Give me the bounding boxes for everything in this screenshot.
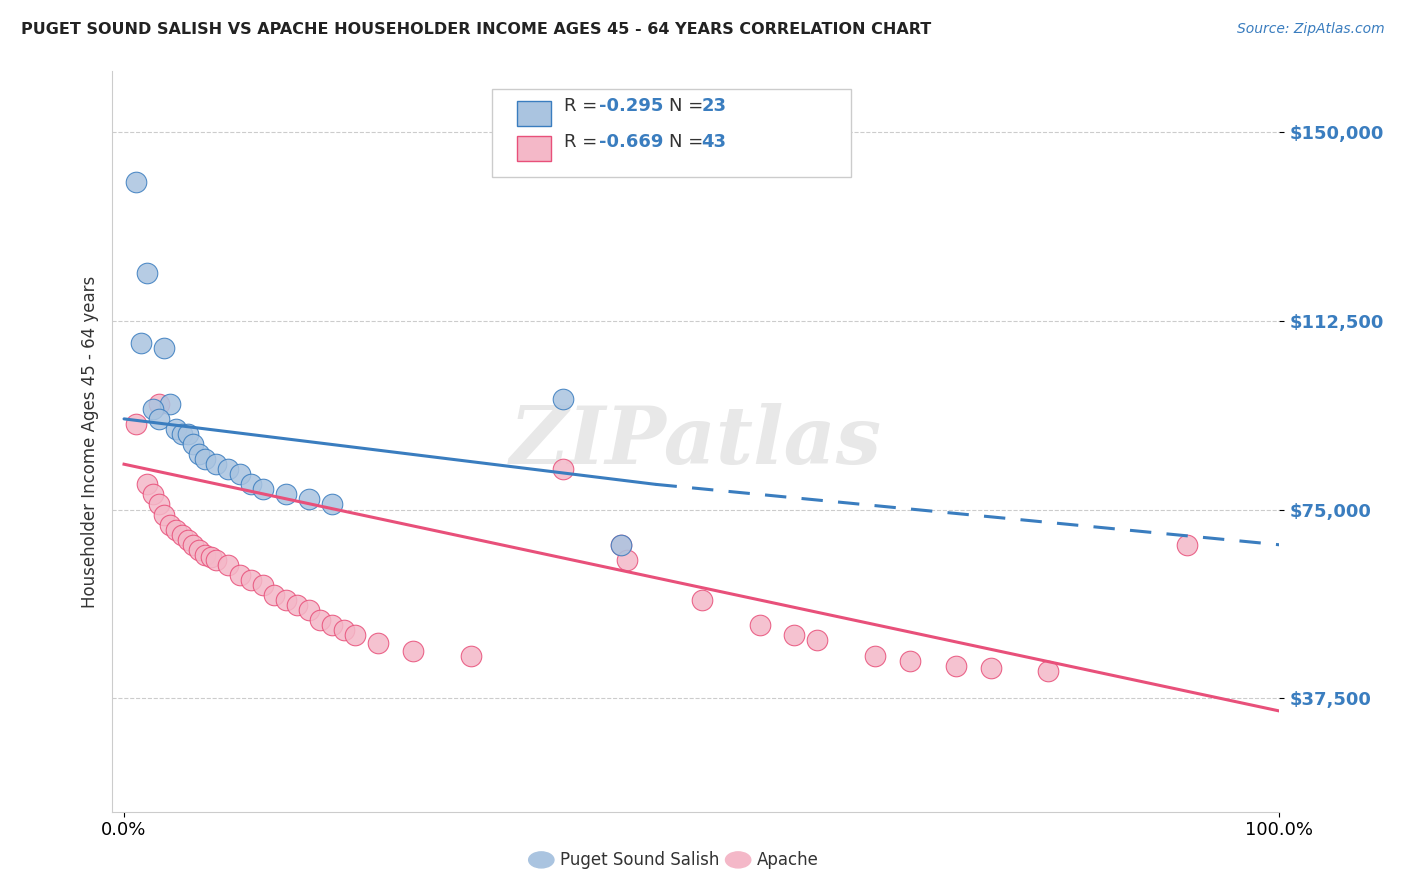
Text: N =: N = <box>669 97 709 115</box>
Text: -0.295: -0.295 <box>599 97 664 115</box>
Point <box>898 654 921 668</box>
Point <box>610 538 633 552</box>
Point <box>690 593 713 607</box>
Point <box>131 336 153 351</box>
Point <box>148 397 170 411</box>
Point <box>321 498 343 512</box>
Point <box>200 550 222 565</box>
Point <box>551 392 574 406</box>
Text: 43: 43 <box>702 133 727 151</box>
Point <box>460 648 482 663</box>
Point <box>217 558 239 572</box>
Point <box>142 401 165 416</box>
Point <box>321 618 343 632</box>
Point <box>153 508 176 522</box>
Point <box>551 462 574 476</box>
Point <box>165 523 187 537</box>
Point <box>136 477 159 491</box>
Point <box>136 266 159 280</box>
Point <box>945 658 967 673</box>
Point <box>298 492 321 507</box>
Text: 23: 23 <box>702 97 727 115</box>
Y-axis label: Householder Income Ages 45 - 64 years: Householder Income Ages 45 - 64 years <box>80 276 98 607</box>
Point <box>1175 538 1198 552</box>
Point <box>170 427 193 442</box>
Point <box>285 599 308 613</box>
Point <box>402 643 425 657</box>
Point <box>170 527 193 541</box>
Text: PUGET SOUND SALISH VS APACHE HOUSEHOLDER INCOME AGES 45 - 64 YEARS CORRELATION C: PUGET SOUND SALISH VS APACHE HOUSEHOLDER… <box>21 22 931 37</box>
Point <box>228 568 250 582</box>
Text: R =: R = <box>564 97 603 115</box>
Point <box>142 487 165 501</box>
Point <box>176 427 198 442</box>
Point <box>367 636 389 650</box>
Text: Source: ZipAtlas.com: Source: ZipAtlas.com <box>1237 22 1385 37</box>
Point <box>194 548 217 562</box>
Text: N =: N = <box>669 133 709 151</box>
Point <box>240 573 263 587</box>
Point <box>748 618 770 632</box>
Point <box>188 447 211 461</box>
Point <box>124 175 146 189</box>
Point <box>183 437 205 451</box>
Text: ZIPatlas: ZIPatlas <box>510 403 882 480</box>
Point <box>148 498 170 512</box>
Text: Apache: Apache <box>756 851 818 869</box>
Point <box>159 517 181 532</box>
Point <box>344 628 367 642</box>
Point <box>252 578 274 592</box>
Point <box>806 633 828 648</box>
Point <box>194 452 217 467</box>
Point <box>863 648 886 663</box>
Point <box>610 538 633 552</box>
Point <box>240 477 263 491</box>
Point <box>183 538 205 552</box>
Point <box>783 628 806 642</box>
Point <box>188 542 211 557</box>
Text: Puget Sound Salish: Puget Sound Salish <box>560 851 718 869</box>
Point <box>298 603 321 617</box>
Point <box>124 417 146 431</box>
Point <box>228 467 250 482</box>
Point <box>980 661 1002 675</box>
Point <box>205 553 228 567</box>
Point <box>616 553 638 567</box>
Point <box>159 397 181 411</box>
Point <box>332 624 354 638</box>
Point <box>176 533 198 547</box>
Point <box>205 457 228 471</box>
Point <box>263 588 285 602</box>
Point <box>274 487 297 501</box>
Point <box>153 342 176 356</box>
Point <box>148 412 170 426</box>
Text: R =: R = <box>564 133 603 151</box>
Point <box>274 593 297 607</box>
Point <box>217 462 239 476</box>
Point <box>165 422 187 436</box>
Point <box>1038 664 1060 678</box>
Text: -0.669: -0.669 <box>599 133 664 151</box>
Point <box>309 613 332 627</box>
Point <box>252 483 274 497</box>
